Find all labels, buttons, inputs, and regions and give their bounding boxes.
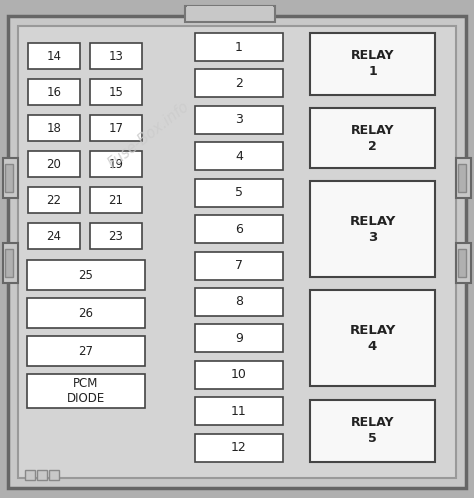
- Text: 12: 12: [231, 441, 247, 454]
- Bar: [28, 187, 80, 213]
- Text: 14: 14: [46, 49, 62, 63]
- Text: 22: 22: [46, 194, 62, 207]
- Text: RELAY
4: RELAY 4: [349, 324, 396, 353]
- Text: 8: 8: [235, 295, 243, 308]
- Text: 9: 9: [235, 332, 243, 345]
- Text: 17: 17: [109, 122, 124, 134]
- Text: 20: 20: [46, 157, 62, 170]
- Text: 7: 7: [235, 259, 243, 272]
- Bar: [195, 215, 283, 243]
- Bar: [90, 187, 142, 213]
- Text: RELAY
1: RELAY 1: [351, 49, 394, 79]
- Bar: [310, 109, 435, 168]
- Text: 11: 11: [231, 405, 247, 418]
- Text: 10: 10: [231, 368, 247, 381]
- Bar: [195, 361, 283, 389]
- Bar: [195, 324, 283, 352]
- Bar: [28, 223, 80, 249]
- Bar: [310, 290, 435, 386]
- Bar: [3, 158, 18, 198]
- Text: 19: 19: [109, 157, 124, 170]
- Bar: [27, 336, 145, 366]
- Bar: [310, 181, 435, 277]
- Bar: [195, 106, 283, 134]
- Bar: [3, 243, 18, 283]
- Text: 26: 26: [79, 306, 93, 320]
- Text: 2: 2: [235, 77, 243, 90]
- Bar: [25, 470, 35, 480]
- Text: 16: 16: [46, 86, 62, 99]
- Text: 24: 24: [46, 230, 62, 243]
- Bar: [310, 400, 435, 462]
- Text: 5: 5: [235, 186, 243, 199]
- Bar: [458, 249, 466, 277]
- Bar: [90, 115, 142, 141]
- Text: Fuse-Box.info: Fuse-Box.info: [105, 99, 192, 171]
- Bar: [90, 43, 142, 69]
- Bar: [49, 470, 59, 480]
- Bar: [195, 251, 283, 279]
- Bar: [456, 158, 471, 198]
- Bar: [458, 164, 466, 192]
- Bar: [185, 6, 275, 22]
- Bar: [195, 33, 283, 61]
- Text: 6: 6: [235, 223, 243, 236]
- Text: 1: 1: [235, 40, 243, 53]
- Bar: [28, 43, 80, 69]
- Bar: [28, 115, 80, 141]
- Bar: [195, 397, 283, 425]
- Text: RELAY
2: RELAY 2: [351, 124, 394, 152]
- Text: 3: 3: [235, 114, 243, 126]
- Text: 13: 13: [109, 49, 123, 63]
- Bar: [195, 179, 283, 207]
- Text: 4: 4: [235, 150, 243, 163]
- Bar: [456, 243, 471, 283]
- Bar: [195, 288, 283, 316]
- Bar: [90, 79, 142, 105]
- Bar: [27, 374, 145, 408]
- Bar: [27, 260, 145, 290]
- Text: 18: 18: [46, 122, 62, 134]
- Text: 23: 23: [109, 230, 123, 243]
- Bar: [187, 6, 273, 20]
- Bar: [195, 142, 283, 170]
- Bar: [310, 33, 435, 95]
- Bar: [90, 223, 142, 249]
- Bar: [28, 151, 80, 177]
- Bar: [28, 79, 80, 105]
- Text: 25: 25: [79, 268, 93, 281]
- Bar: [195, 69, 283, 98]
- Text: RELAY
3: RELAY 3: [349, 215, 396, 244]
- Bar: [90, 151, 142, 177]
- Bar: [27, 298, 145, 328]
- Text: RELAY
5: RELAY 5: [351, 416, 394, 445]
- Bar: [5, 249, 13, 277]
- Text: 15: 15: [109, 86, 123, 99]
- Text: PCM
DIODE: PCM DIODE: [67, 377, 105, 405]
- Bar: [5, 164, 13, 192]
- Text: 27: 27: [79, 345, 93, 358]
- Bar: [195, 434, 283, 462]
- Text: 21: 21: [109, 194, 124, 207]
- Bar: [37, 470, 47, 480]
